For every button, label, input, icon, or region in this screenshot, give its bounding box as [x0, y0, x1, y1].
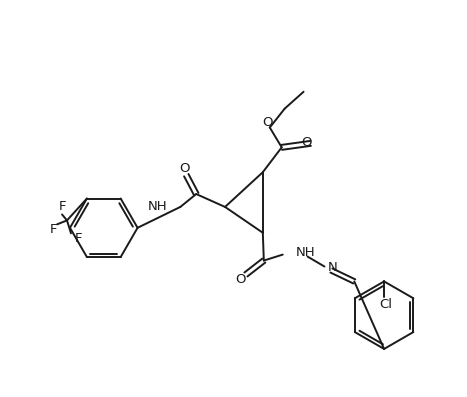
Text: O: O: [179, 162, 190, 175]
Text: N: N: [327, 261, 337, 274]
Text: NH: NH: [148, 200, 167, 214]
Text: F: F: [50, 223, 57, 236]
Text: O: O: [301, 136, 312, 149]
Text: NH: NH: [296, 246, 315, 259]
Text: F: F: [58, 200, 66, 213]
Text: O: O: [236, 273, 246, 286]
Text: F: F: [75, 232, 83, 245]
Text: Cl: Cl: [380, 298, 393, 311]
Text: O: O: [262, 116, 273, 129]
